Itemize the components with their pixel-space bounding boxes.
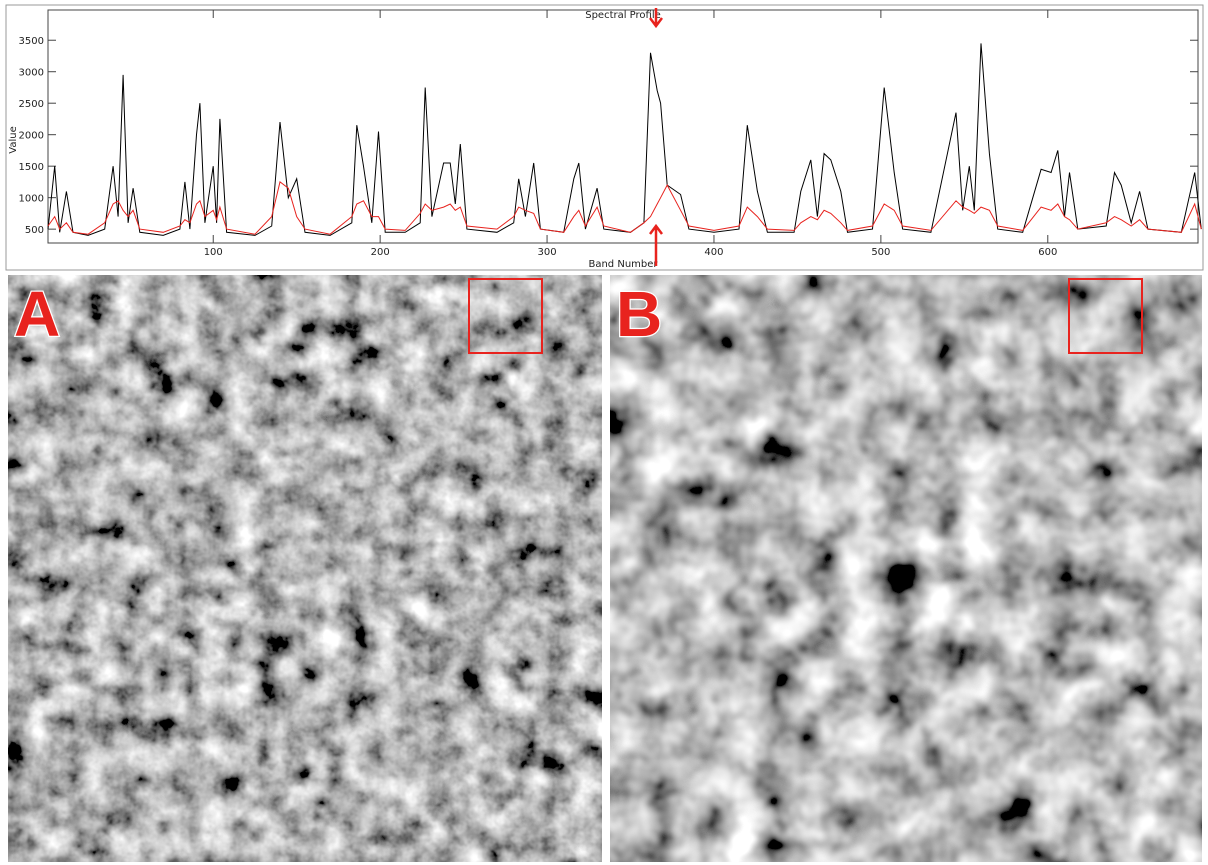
y-tick-label: 2500 (19, 99, 44, 110)
plot: 500 1000 1500 2000 2500 3000 3500 100 200 300 400 5… (19, 10, 1202, 258)
cursor-marker (649, 8, 663, 29)
y-tick-label: 3500 (19, 36, 44, 47)
x-tick-label: 600 (1038, 247, 1057, 258)
series-line (47, 181, 1202, 235)
image-panel-b (610, 275, 1202, 862)
x-tick-label: 300 (538, 247, 557, 258)
panel-label: B (616, 278, 662, 350)
roi-box (1068, 278, 1143, 354)
cursor-marker (649, 223, 663, 266)
x-tick-label: 500 (871, 247, 890, 258)
x-tick-label: 100 (204, 247, 223, 258)
series-line (47, 43, 1202, 236)
image-panel-a (8, 275, 602, 862)
y-axis-label: Value (8, 126, 19, 153)
y-tick-label: 500 (25, 225, 44, 236)
y-tick-label: 1500 (19, 162, 44, 173)
x-tick-label: 400 (704, 247, 723, 258)
roi-box (468, 278, 543, 354)
y-tick-label: 2000 (19, 131, 44, 142)
x-axis-label: Band Number (588, 259, 658, 270)
panel-label: A (14, 278, 60, 350)
y-tick-label: 3000 (19, 68, 44, 79)
x-tick-label: 200 (371, 247, 390, 258)
plot-frame (47, 9, 1199, 244)
chart-title: Spectral Profile (585, 10, 661, 21)
y-tick-label: 1000 (19, 194, 44, 205)
